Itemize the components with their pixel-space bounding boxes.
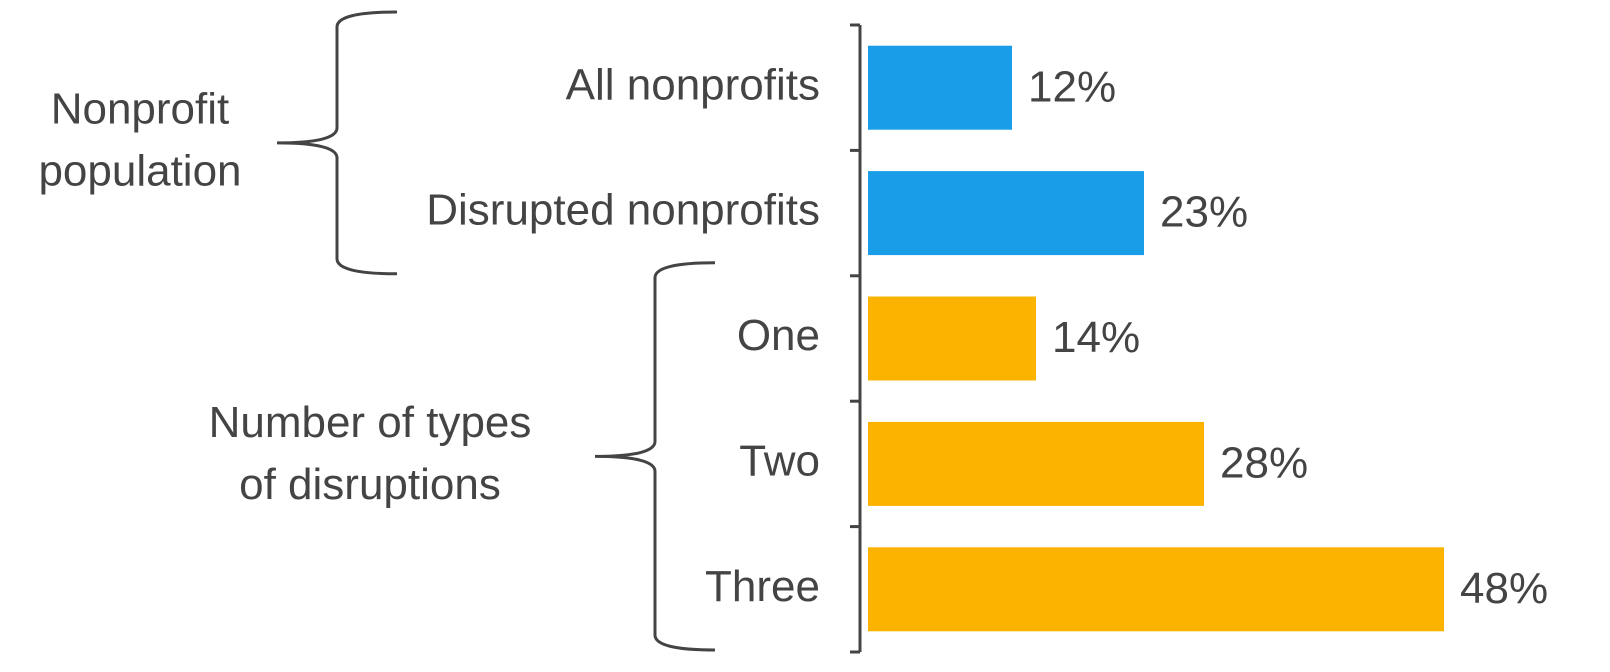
category-label: Disrupted nonprofits [426, 186, 820, 235]
category-label: All nonprofits [566, 60, 820, 109]
value-label: 14% [1052, 313, 1140, 362]
value-label: 48% [1460, 564, 1548, 613]
bar [868, 421, 1204, 506]
bar [868, 296, 1036, 381]
bar [868, 45, 1012, 130]
category-label: One [737, 311, 820, 360]
group-brace [594, 261, 716, 652]
value-label: 23% [1160, 188, 1248, 237]
bar [868, 547, 1444, 632]
category-label: Two [739, 437, 820, 486]
group-label: Nonprofit [51, 85, 230, 134]
value-label: 28% [1220, 439, 1308, 488]
group-label: population [38, 147, 241, 196]
group-label: Number of types [209, 398, 532, 447]
group-label: of disruptions [239, 460, 501, 509]
bar [868, 171, 1144, 256]
value-label: 12% [1028, 62, 1116, 111]
group-brace [276, 10, 398, 276]
category-label: Three [705, 562, 820, 611]
